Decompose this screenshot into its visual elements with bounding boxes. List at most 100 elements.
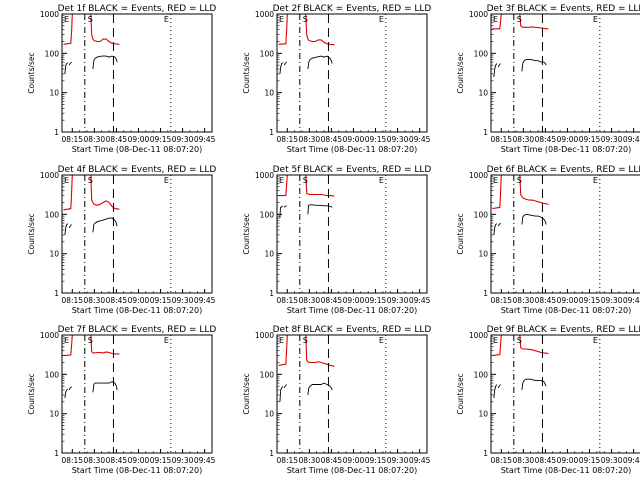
y-tick-label: 100 xyxy=(260,210,275,219)
x-tick-label: 08:15 xyxy=(490,296,512,305)
y-tick-label: 1000 xyxy=(469,331,488,340)
y-tick-label: 1 xyxy=(54,449,59,458)
x-tick-label: 08:30 xyxy=(299,296,321,305)
lld-series-line xyxy=(492,175,503,210)
x-tick-label: 09:45 xyxy=(194,296,216,305)
x-tick-label: 08:15 xyxy=(61,296,83,305)
x-tick-label: 09:30 xyxy=(601,135,623,144)
x-tick-label: 08:45 xyxy=(106,135,128,144)
x-tick-label: 08:30 xyxy=(513,296,535,305)
x-tick-label: 09:15 xyxy=(150,135,172,144)
x-tick-label: 09:45 xyxy=(194,135,216,144)
axes-frame xyxy=(490,174,640,294)
plot-area xyxy=(492,175,549,235)
events-series-line xyxy=(307,55,333,70)
y-tick-label: 100 xyxy=(474,370,489,379)
plot-area xyxy=(278,14,335,74)
y-tick-label: 10 xyxy=(264,410,274,419)
x-tick-label: 08:30 xyxy=(299,456,321,465)
x-tick-label: 09:30 xyxy=(172,456,194,465)
y-tick-label: 1 xyxy=(269,449,274,458)
x-tick-label: 08:30 xyxy=(513,135,535,144)
events-series-line xyxy=(521,213,547,225)
y-tick-label: 1000 xyxy=(255,10,274,19)
chart-title: Det 4f BLACK = Events, RED = LLD xyxy=(58,165,217,175)
lld-series-line xyxy=(63,14,74,45)
events-series-line xyxy=(284,205,287,208)
x-tick-label: 09:15 xyxy=(579,296,601,305)
y-tick-label: 100 xyxy=(260,49,275,58)
y-axis-label: Counts/sec xyxy=(456,373,465,414)
x-tick-label: 09:15 xyxy=(150,296,172,305)
events-series-line xyxy=(497,222,501,227)
left-flag-label: E xyxy=(493,336,498,345)
y-tick-label: 1000 xyxy=(255,171,274,180)
events-series-line xyxy=(279,62,284,74)
x-tick-label: 09:15 xyxy=(365,296,387,305)
y-axis-label: Counts/sec xyxy=(27,213,36,254)
events-series-line xyxy=(279,385,284,402)
y-tick-label: 10 xyxy=(49,410,59,419)
chart-title: Det 1f BLACK = Events, RED = LLD xyxy=(58,4,217,14)
end-flag-label: E xyxy=(379,15,384,24)
events-series-line xyxy=(92,217,118,233)
events-series-line xyxy=(521,378,547,391)
x-axis-label: Start Time (08-Dec-11 08:07:20) xyxy=(287,466,418,475)
left-flag-label: E xyxy=(279,336,284,345)
x-tick-label: 09:45 xyxy=(623,296,640,305)
plot-area xyxy=(278,175,335,219)
events-series-line xyxy=(92,381,118,393)
x-tick-label: 09:45 xyxy=(623,456,640,465)
x-tick-label: 09:00 xyxy=(128,296,150,305)
events-series-line xyxy=(493,223,498,235)
end-flag-label: E xyxy=(379,176,384,185)
events-series-line xyxy=(497,384,501,389)
axes-frame xyxy=(276,334,428,454)
events-series-line xyxy=(64,223,69,235)
lld-series-line xyxy=(90,175,120,210)
x-tick-label: 08:15 xyxy=(276,456,298,465)
lld-series-line xyxy=(305,335,335,367)
x-tick-label: 08:30 xyxy=(84,296,106,305)
left-flag-label: E xyxy=(64,15,69,24)
y-tick-label: 100 xyxy=(45,210,60,219)
chart-title: Det 9f BLACK = Events, RED = LLD xyxy=(487,325,640,335)
x-tick-label: 09:15 xyxy=(365,456,387,465)
events-series-line xyxy=(68,61,72,66)
left-flag-label: E xyxy=(279,176,284,185)
lld-series-line xyxy=(63,175,74,211)
events-series-line xyxy=(92,55,118,70)
lld-series-line xyxy=(519,335,549,354)
y-tick-label: 100 xyxy=(474,49,489,58)
axes-frame xyxy=(490,13,640,133)
y-tick-label: 100 xyxy=(45,370,60,379)
events-series-line xyxy=(283,384,287,389)
left-flag-label: E xyxy=(493,15,498,24)
y-tick-label: 1 xyxy=(483,289,488,298)
x-axis-label: Start Time (08-Dec-11 08:07:20) xyxy=(501,306,632,315)
events-series-line xyxy=(68,386,72,391)
end-flag-label: E xyxy=(164,15,169,24)
x-tick-label: 08:45 xyxy=(106,296,128,305)
y-tick-label: 10 xyxy=(478,410,488,419)
x-tick-label: 08:15 xyxy=(61,135,83,144)
events-series-line xyxy=(283,61,287,66)
x-tick-label: 09:00 xyxy=(343,296,365,305)
x-tick-label: 09:30 xyxy=(601,456,623,465)
x-tick-label: 08:45 xyxy=(106,456,128,465)
x-tick-label: 08:15 xyxy=(490,135,512,144)
lld-series-line xyxy=(519,175,549,205)
x-tick-label: 08:45 xyxy=(321,135,343,144)
x-tick-label: 08:45 xyxy=(535,296,557,305)
axes-frame xyxy=(276,174,428,294)
lld-series-line xyxy=(519,14,549,30)
x-tick-label: 08:15 xyxy=(276,135,298,144)
start-flag-label: S xyxy=(303,176,308,185)
axes-frame xyxy=(61,13,213,133)
x-tick-label: 09:30 xyxy=(601,296,623,305)
y-tick-label: 10 xyxy=(264,250,274,259)
lld-series-line xyxy=(63,335,74,357)
